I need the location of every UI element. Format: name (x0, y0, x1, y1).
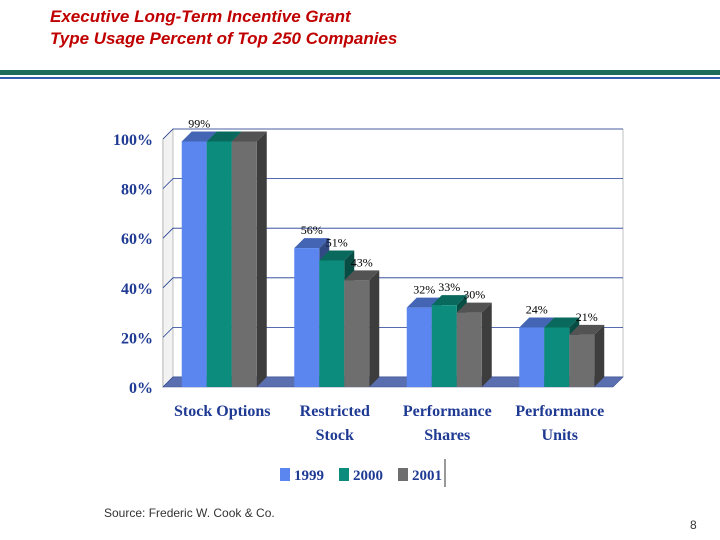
plot-side-wall (162, 128, 174, 388)
bar-side (256, 131, 267, 387)
data-label: 24% (526, 302, 548, 316)
x-tick-label: Restricted (300, 403, 370, 420)
bar-top (231, 131, 267, 142)
bar (519, 327, 545, 387)
bar-top (294, 238, 330, 249)
y-tick-label: 100% (113, 132, 153, 149)
x-tick-label: Performance (515, 403, 604, 420)
bar-top (431, 295, 467, 306)
legend-swatch (339, 468, 349, 481)
data-label: 21% (576, 310, 598, 324)
x-tick-label: Performance (403, 403, 492, 420)
legend-swatch (280, 468, 290, 481)
title-rule-dark (0, 70, 720, 75)
y-tick-label: 80% (121, 182, 153, 199)
y-tick-label: 20% (121, 330, 153, 347)
y-gridline (162, 128, 623, 140)
data-label: 30% (463, 288, 485, 302)
data-label: 56% (301, 223, 323, 237)
y-gridline (162, 227, 623, 239)
y-tick-label: 0% (129, 380, 153, 397)
bar (344, 280, 370, 387)
bar (231, 141, 257, 387)
title-rule-blue (0, 77, 720, 79)
x-tick-label: Stock (316, 427, 354, 444)
bar-top (344, 270, 380, 281)
page-number: 8 (690, 518, 697, 532)
legend-label: 2000 (353, 468, 383, 484)
bar-top (519, 317, 555, 328)
bar-side (594, 324, 605, 387)
bar-side (481, 302, 492, 387)
y-gridline (162, 277, 623, 289)
legend-label: 1999 (294, 468, 324, 484)
bar-top (319, 250, 355, 261)
x-tick-label: Stock Options (174, 403, 270, 420)
bar (181, 141, 207, 387)
x-tick-label: Units (542, 427, 578, 444)
y-gridline (162, 178, 623, 189)
bar (569, 334, 595, 387)
title-line-1: Executive Long-Term Incentive Grant (50, 7, 351, 26)
x-tick-label: Shares (424, 427, 470, 444)
bar (431, 305, 457, 387)
bar (456, 312, 482, 387)
y-tick-label: 40% (121, 281, 153, 298)
bar (406, 307, 432, 387)
data-label: 32% (413, 283, 435, 297)
bar-top (181, 131, 217, 142)
y-tick-label: 60% (121, 231, 153, 248)
bar (319, 260, 345, 387)
title-line-2: Type Usage Percent of Top 250 Companies (50, 29, 398, 48)
legend-swatch (398, 468, 408, 481)
data-label: 99% (188, 116, 210, 130)
data-label: 51% (326, 236, 348, 250)
bar-top (206, 131, 242, 142)
bar-top (569, 324, 605, 335)
data-label: 33% (438, 280, 460, 294)
bar (544, 327, 570, 387)
bar (206, 141, 232, 387)
source-note: Source: Frederic W. Cook & Co. (104, 506, 275, 520)
bar (294, 248, 320, 387)
slide-title: Executive Long-Term Incentive Grant Type… (50, 6, 397, 50)
bar-side (369, 270, 380, 387)
bar-top (544, 317, 580, 328)
bar-top (456, 302, 492, 313)
legend-label: 2001 (412, 468, 442, 484)
data-label: 43% (351, 255, 373, 269)
